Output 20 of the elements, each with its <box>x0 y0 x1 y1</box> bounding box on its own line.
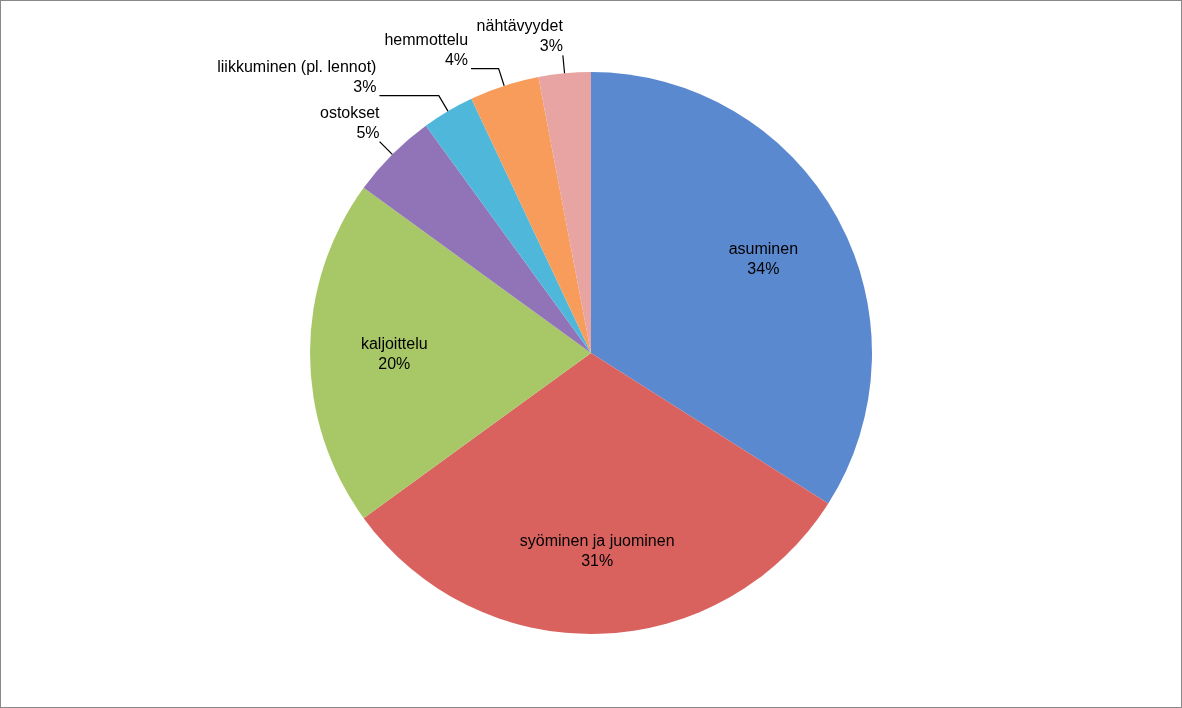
data-label: 5% <box>356 123 380 141</box>
pie-slice <box>471 76 591 353</box>
data-label: 3% <box>353 77 377 95</box>
data-label: 31% <box>581 551 614 569</box>
slice-label: liikkuminen (pl. lennot) <box>217 57 377 75</box>
data-label: 20% <box>378 355 411 372</box>
slice-label: nähtävyydet <box>476 17 564 35</box>
pie-slice <box>591 72 872 504</box>
data-label: 4% <box>444 50 469 68</box>
slice-label: ostokset <box>319 103 381 121</box>
pie-slice <box>363 353 829 634</box>
slice-label: syöminen ja juominen <box>519 531 675 549</box>
slice-label: hemmottelu <box>384 30 469 48</box>
slice-label: kaljoittelu <box>360 335 428 352</box>
data-label: 3% <box>539 37 563 55</box>
pie-slice <box>425 98 591 353</box>
pie-slice <box>310 187 591 519</box>
pie-slice <box>538 72 591 353</box>
data-label: 34% <box>747 260 780 278</box>
slice-label: asuminen <box>728 240 799 258</box>
